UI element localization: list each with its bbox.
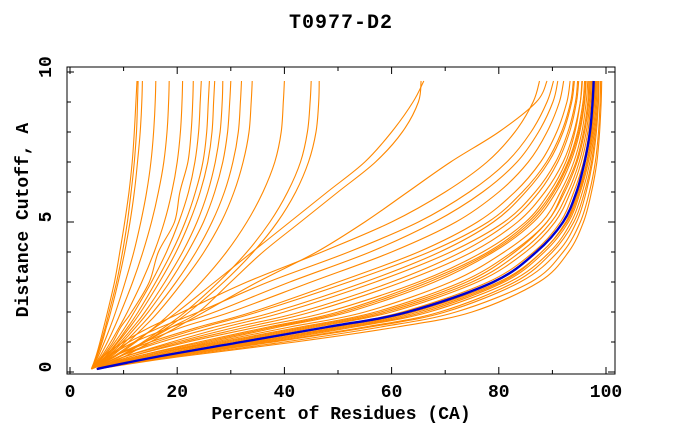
- model-curve: [96, 80, 586, 370]
- model-curve: [90, 80, 157, 370]
- model-curve: [96, 80, 575, 370]
- y-tick-label: 5: [37, 212, 57, 223]
- model-curve: [91, 80, 253, 370]
- x-tick-label: 20: [166, 383, 188, 403]
- y-tick-label: 10: [37, 56, 57, 78]
- model-curve: [91, 80, 320, 370]
- model-curve: [96, 80, 587, 370]
- model-curve: [90, 80, 541, 370]
- model-curve: [90, 80, 138, 370]
- chart-title: T0977-D2: [288, 12, 393, 35]
- model-curve: [96, 80, 602, 370]
- model-curve: [91, 80, 232, 370]
- x-axis-label: Percent of Residues (CA): [211, 405, 471, 425]
- model-curve: [96, 80, 583, 370]
- model-curve: [96, 80, 583, 370]
- plot-border: [66, 66, 616, 375]
- y-tick-label: 0: [37, 362, 57, 373]
- model-curve: [91, 80, 312, 370]
- model-curve: [91, 80, 285, 370]
- model-curve: [91, 80, 243, 370]
- model-curve: [90, 80, 194, 370]
- model-curve: [96, 80, 580, 370]
- model-curve: [91, 80, 202, 370]
- model-curve: [90, 80, 184, 370]
- model-curve: [96, 80, 579, 370]
- model-curve: [96, 80, 592, 370]
- model-curve: [91, 80, 224, 370]
- model-curve: [96, 80, 600, 370]
- x-tick-label: 40: [274, 383, 296, 403]
- x-tick-label: 0: [65, 383, 76, 403]
- model-curve: [96, 80, 574, 370]
- model-curve: [96, 80, 597, 370]
- highlighted-model-curve: [96, 80, 595, 371]
- model-curve: [96, 80, 597, 370]
- model-curve: [90, 80, 170, 370]
- model-curve: [96, 80, 600, 370]
- model-curve: [96, 80, 591, 370]
- model-curve: [90, 80, 139, 370]
- x-tick-label: 80: [488, 383, 510, 403]
- x-tick-label: 60: [381, 383, 403, 403]
- model-curve: [91, 80, 210, 370]
- model-curve: [96, 80, 589, 370]
- model-curve: [90, 80, 143, 370]
- model-curve: [91, 80, 216, 370]
- model-curve: [96, 80, 590, 370]
- model-curve: [96, 80, 548, 370]
- model-curve: [96, 80, 603, 370]
- model-curve: [96, 80, 587, 370]
- model-curve: [96, 80, 598, 370]
- x-tick-label: 100: [590, 383, 622, 403]
- model-curve: [91, 80, 425, 370]
